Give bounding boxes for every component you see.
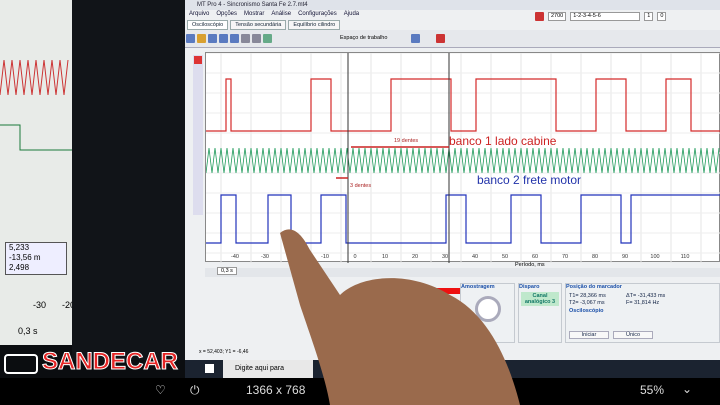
channel-3-trace bbox=[206, 194, 720, 244]
engine-logo-icon bbox=[4, 354, 38, 374]
channel-1-button[interactable] bbox=[194, 56, 202, 64]
scope-title: Osciloscópio bbox=[569, 308, 604, 314]
x-tick: 0 bbox=[353, 254, 357, 260]
annotation-bank1: banco 1 lado cabine bbox=[449, 134, 557, 148]
hand-photo bbox=[280, 229, 520, 405]
firing-order-select[interactable]: 1-2-3-4-5-6 bbox=[570, 12, 641, 21]
save-as-icon[interactable] bbox=[219, 34, 228, 43]
cursor-readout: x = 52,403; Y1 = -6,46 bbox=[199, 349, 249, 355]
x-tick: -30 bbox=[261, 254, 269, 260]
open-icon[interactable] bbox=[197, 34, 206, 43]
channel-1-trace bbox=[206, 78, 720, 132]
rpm-input[interactable]: 2700 bbox=[548, 12, 567, 21]
menu-mostrar[interactable]: Mostrar bbox=[244, 11, 265, 17]
zoom-level[interactable]: 55% bbox=[640, 383, 665, 397]
channel-sidebar bbox=[193, 55, 203, 215]
x-tick: 60 bbox=[531, 254, 539, 260]
toolbar: Espaço de trabalho bbox=[185, 30, 720, 48]
engine-icon[interactable] bbox=[436, 34, 445, 43]
x-tick: 110 bbox=[680, 254, 690, 260]
avg-value: 2,498 bbox=[9, 263, 30, 272]
menu-opcoes[interactable]: Opções bbox=[216, 11, 238, 17]
marker-t1: T1= 28,366 ms bbox=[569, 293, 606, 299]
workspace-select[interactable]: Espaço de trabalho bbox=[340, 35, 388, 41]
windows-start-icon[interactable] bbox=[205, 364, 214, 373]
annotation-19-teeth: 19 dentes bbox=[394, 138, 419, 144]
marker-t2: T2= -3,067 ms bbox=[569, 300, 605, 306]
x-tick: 40 bbox=[471, 254, 479, 260]
undo-icon[interactable] bbox=[411, 34, 420, 43]
tab-bar: Osciloscópio Tensão secundária Equilíbri… bbox=[187, 20, 341, 30]
engine-icon[interactable] bbox=[535, 12, 544, 21]
time-scale[interactable]: 0,3 s bbox=[18, 326, 38, 336]
marker-title: Posição do marcador bbox=[566, 284, 622, 290]
max-value: 5,233 bbox=[9, 243, 30, 252]
annotation-bank2: banco 2 frete motor bbox=[477, 173, 582, 187]
tab-tensao-secundaria[interactable]: Tensão secundária bbox=[230, 20, 287, 30]
search-placeholder: Digite aqui para bbox=[235, 365, 285, 372]
print-icon[interactable] bbox=[230, 34, 239, 43]
waveform-canvas bbox=[205, 52, 720, 263]
measurement-box: 5,233 -13,56 m 2,498 bbox=[5, 242, 67, 275]
tab-osciloscopio[interactable]: Osciloscópio bbox=[187, 20, 229, 30]
channel-icon[interactable] bbox=[263, 34, 272, 43]
save-icon[interactable] bbox=[208, 34, 217, 43]
annotation-3-teeth: 3 dentes bbox=[350, 183, 372, 189]
marker-dt: ΔT= -31,433 ms bbox=[626, 293, 666, 299]
start-button[interactable]: Iniciar bbox=[569, 331, 609, 339]
oscilloscope-plot[interactable] bbox=[205, 52, 720, 263]
time-scale[interactable]: 0,3 s bbox=[217, 267, 237, 275]
left-waveform bbox=[0, 59, 72, 151]
tab-equilibrio-cilindro[interactable]: Equilíbrio cilindro bbox=[288, 20, 341, 30]
value-input[interactable]: 0 bbox=[657, 12, 667, 21]
x-tick: 100 bbox=[650, 254, 660, 260]
x-tick: 80 bbox=[591, 254, 599, 260]
trigger-title: Disparo bbox=[519, 284, 540, 290]
x-tick: -10 bbox=[321, 254, 329, 260]
x-tick: -40 bbox=[231, 254, 239, 260]
min-value: -13,56 m bbox=[9, 253, 41, 262]
background-window: 5,233 -13,56 m 2,498 -30 -20 0,3 s bbox=[0, 0, 76, 345]
count-input[interactable]: 1 bbox=[644, 12, 654, 21]
resolution: 1366 x 768 bbox=[246, 383, 306, 397]
menu-arquivo[interactable]: Arquivo bbox=[189, 11, 210, 17]
cursor-icon[interactable] bbox=[252, 34, 261, 43]
menu-analise[interactable]: Análise bbox=[271, 11, 292, 17]
x-tick: 20 bbox=[411, 254, 419, 260]
single-button[interactable]: Único bbox=[613, 331, 653, 339]
x-tick: 50 bbox=[501, 254, 509, 260]
trigger-channel-button[interactable]: Canal analógico 3 bbox=[521, 292, 559, 306]
x-tick: 90 bbox=[621, 254, 629, 260]
zoom-bar: 0,3 s bbox=[205, 267, 720, 277]
monitor-bezel bbox=[72, 0, 185, 360]
channel-2-trace bbox=[205, 147, 720, 174]
marker-panel: Posição do marcador T1= 28,366 ms T2= -3… bbox=[565, 283, 720, 343]
marker-frequency: F= 31,814 Hz bbox=[626, 300, 660, 306]
watermark-logo: SANDECAR bbox=[0, 348, 179, 376]
sampling-title: Amostragem bbox=[461, 284, 495, 290]
menu-bar: Arquivo Opções Mostrar Análise Configura… bbox=[189, 11, 359, 17]
x-tick: 70 bbox=[561, 254, 569, 260]
taskbar-search[interactable]: Digite aqui para bbox=[223, 360, 313, 378]
tick: -20 bbox=[62, 300, 76, 310]
tick: -30 bbox=[33, 300, 47, 310]
x-tick: 30 bbox=[441, 254, 449, 260]
chevron-down-icon[interactable]: ⌄ bbox=[682, 382, 693, 396]
menu-ajuda[interactable]: Ajuda bbox=[343, 11, 360, 17]
heart-icon[interactable]: ♡ bbox=[155, 383, 166, 397]
power-icon[interactable]: ⏻ bbox=[190, 383, 200, 397]
x-tick: 10 bbox=[381, 254, 389, 260]
menu-configuracoes[interactable]: Configurações bbox=[298, 11, 337, 17]
x-axis-label: Período, ms bbox=[515, 262, 545, 268]
window-title: MT Pro 4 - Sincronismo Santa Fe 2.7.mt4 bbox=[185, 0, 720, 10]
trigger-panel: Disparo Canal analógico 3 bbox=[518, 283, 562, 343]
new-icon[interactable] bbox=[186, 34, 195, 43]
grid-icon[interactable] bbox=[241, 34, 250, 43]
top-controls: 2700 1-2-3-4-5-6 1 0 bbox=[535, 12, 667, 21]
